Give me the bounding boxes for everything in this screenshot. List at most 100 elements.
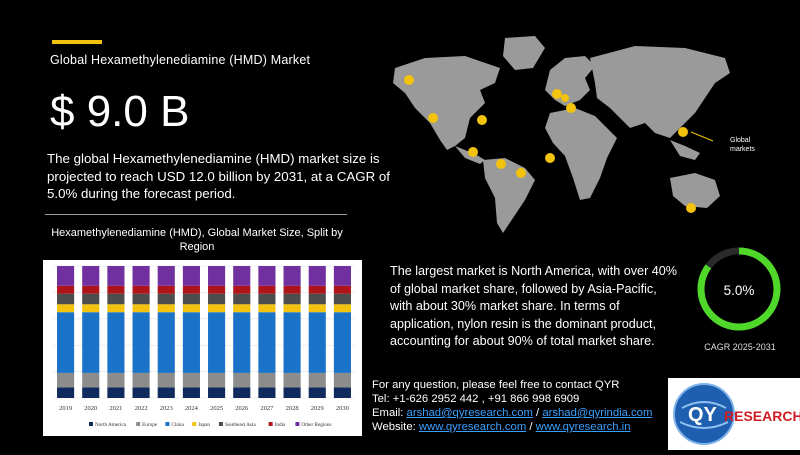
email-separator: / [532, 407, 543, 419]
bar-segment-europe-2025 [208, 372, 226, 388]
divider [45, 214, 347, 215]
bar-segment-europe-2029 [308, 372, 326, 388]
bar-segment-europe-2026 [233, 372, 251, 388]
legend-swatch [192, 422, 197, 426]
bar-segment-north-america-2020 [82, 387, 100, 398]
contact-email-row: Email: arshad@qyresearch.com / arshad@qy… [372, 406, 652, 420]
x-tick-label: 2022 [135, 405, 148, 412]
bar-segment-india-2029 [308, 285, 326, 294]
north-america [393, 56, 500, 150]
bar-segment-china-2021 [107, 312, 125, 373]
marker-usa-west [428, 113, 438, 123]
bar-segment-other-regions-2025 [208, 266, 226, 286]
bar-segment-southeast-asia-2019 [57, 293, 75, 305]
market-markers [404, 75, 696, 213]
global-markets-label: Global markets [730, 136, 755, 154]
email-link-2[interactable]: arshad@qyrindia.com [542, 407, 653, 419]
bar-segment-japan-2027 [258, 304, 276, 313]
logo-research: RESEARCH [724, 408, 800, 424]
legend-swatch [89, 422, 93, 426]
email-link-1[interactable]: arshad@qyresearch.com [406, 407, 533, 419]
x-tick-label: 2021 [109, 405, 122, 412]
stacked-bar-chart: 2019 2020 2021 2022 2023 2024 2025 2026 2027 2028… [53, 265, 355, 428]
southeast-asia [670, 140, 700, 160]
bar-segment-china-2024 [182, 312, 200, 373]
bar-segment-japan-2025 [208, 304, 226, 313]
bar-segment-india-2021 [107, 285, 125, 294]
marker-brazil [516, 168, 526, 178]
bar-segment-other-regions-2027 [258, 266, 276, 286]
chart-title: Hexamethylenediamine (HMD), Global Marke… [51, 227, 343, 253]
bar-segment-north-america-2029 [308, 387, 326, 398]
bar-segment-japan-2021 [107, 304, 125, 313]
marker-alaska [404, 75, 414, 85]
bar-segment-china-2026 [233, 312, 251, 373]
bar-segment-southeast-asia-2020 [82, 293, 100, 305]
qyresearch-logo: QY RESEARCH [668, 378, 800, 450]
market-value: $ 9.0 B [50, 87, 190, 136]
australia [670, 173, 720, 208]
legend-label: Europe [142, 422, 158, 428]
marker-italy [561, 94, 569, 102]
bar-segment-southeast-asia-2025 [208, 293, 226, 305]
legend-swatch [136, 422, 141, 426]
bar-segment-europe-2030 [333, 372, 351, 388]
bar-segment-europe-2019 [57, 372, 75, 388]
bar-segment-other-regions-2021 [107, 266, 125, 286]
marker-colombia [496, 159, 506, 169]
bar-segment-southeast-asia-2028 [283, 293, 301, 305]
cagr-label: CAGR 2025-2031 [704, 342, 776, 352]
bar-segment-north-america-2024 [182, 387, 200, 398]
bar-segment-china-2022 [132, 312, 150, 373]
legend-label: Southeast Asia [225, 422, 256, 428]
legend-label: North America [95, 422, 127, 428]
bar-segment-southeast-asia-2024 [182, 293, 200, 305]
bar-segment-japan-2029 [308, 304, 326, 313]
bar-segment-southeast-asia-2027 [258, 293, 276, 305]
bar-segment-china-2025 [208, 312, 226, 373]
logo-qy: QY [688, 404, 718, 426]
bar-segment-india-2027 [258, 285, 276, 294]
x-tick-label: 2028 [286, 405, 299, 412]
bar-segment-north-america-2026 [233, 387, 251, 398]
bar-segment-europe-2024 [182, 372, 200, 388]
bar-segment-other-regions-2024 [182, 266, 200, 286]
bar-segment-japan-2020 [82, 304, 100, 313]
bar-segment-japan-2024 [182, 304, 200, 313]
chart-panel: 2019 2020 2021 2022 2023 2024 2025 2026 2027 2028… [43, 260, 362, 436]
marker-china [678, 127, 688, 137]
global-markets-label-line1: Global [730, 137, 751, 144]
bar-segment-southeast-asia-2022 [132, 293, 150, 305]
bar-segment-southeast-asia-2029 [308, 293, 326, 305]
bar-segment-other-regions-2022 [132, 266, 150, 286]
accent-bar [52, 40, 102, 44]
website-link-1[interactable]: www.qyresearch.com [418, 421, 527, 433]
marker-west-africa [545, 153, 555, 163]
bar-segment-southeast-asia-2030 [333, 293, 351, 305]
bar-segment-europe-2027 [258, 372, 276, 388]
website-link-2[interactable]: www.qyresearch.in [535, 421, 631, 433]
world-map [393, 36, 730, 233]
bar-segment-japan-2019 [57, 304, 75, 313]
x-tick-label: 2019 [59, 405, 72, 412]
bar-segment-north-america-2028 [283, 387, 301, 398]
bar-segment-north-america-2022 [132, 387, 150, 398]
continents [393, 36, 730, 233]
legend-label: China [171, 422, 184, 428]
logo-graphic: QY RESEARCH [673, 383, 800, 445]
market-summary: The global Hexamethylenediamine (HMD) ma… [47, 151, 390, 201]
contact-phone: Tel: +1-626 2952 442 , +91 866 998 6909 [372, 393, 580, 405]
bar-segment-india-2020 [82, 285, 100, 294]
bar-segment-japan-2022 [132, 304, 150, 313]
bar-segment-europe-2020 [82, 372, 100, 388]
bar-segment-other-regions-2028 [283, 266, 301, 286]
bar-segment-india-2022 [132, 285, 150, 294]
x-tick-label: 2029 [311, 405, 324, 412]
bar-segment-india-2028 [283, 285, 301, 294]
x-tick-label: 2027 [260, 405, 274, 412]
bar-segment-southeast-asia-2023 [157, 293, 175, 305]
bar-segment-other-regions-2026 [233, 266, 251, 286]
page-title: Global Hexamethylenediamine (HMD) Market [50, 53, 311, 67]
marker-central-america [468, 147, 478, 157]
legend-swatch [295, 422, 300, 426]
